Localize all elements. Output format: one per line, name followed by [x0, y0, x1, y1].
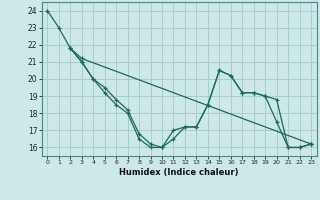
X-axis label: Humidex (Indice chaleur): Humidex (Indice chaleur) — [119, 168, 239, 177]
